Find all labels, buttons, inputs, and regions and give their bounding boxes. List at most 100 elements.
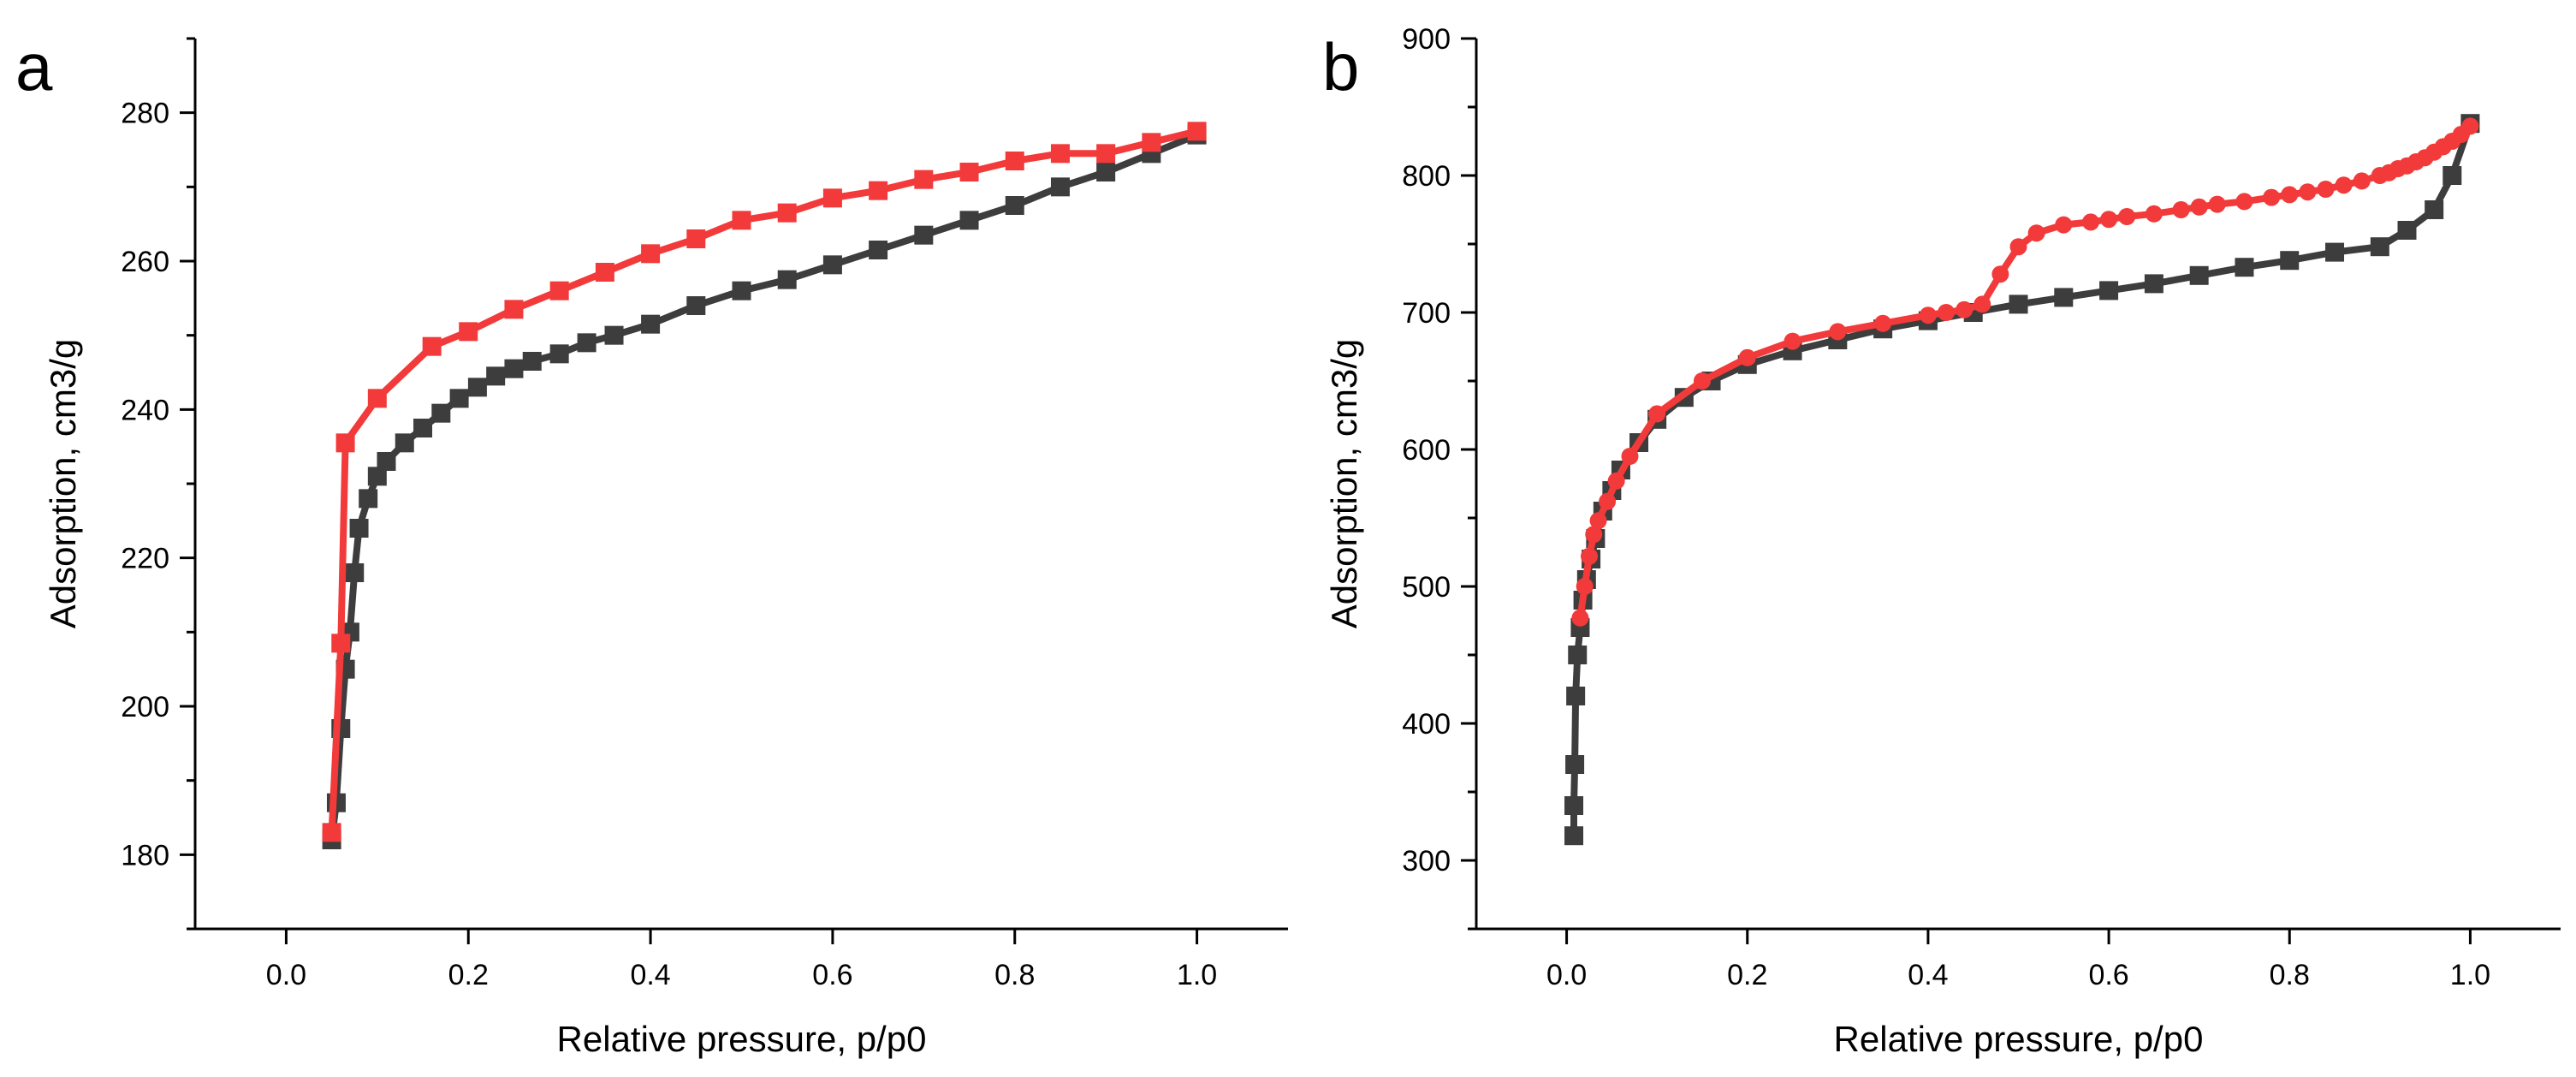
- data-point-adsorption: [486, 366, 506, 386]
- data-point-desorption: [1974, 295, 1991, 313]
- data-point-desorption: [2299, 183, 2317, 201]
- data-point-desorption: [2172, 201, 2190, 218]
- y-tick-label: 800: [1402, 160, 1451, 193]
- data-point-adsorption: [504, 359, 524, 378]
- data-point-desorption: [1599, 492, 1617, 510]
- data-point-adsorption: [522, 352, 542, 371]
- data-point-desorption: [1096, 144, 1116, 164]
- data-point-desorption: [2353, 172, 2371, 190]
- panel-label-a: a: [15, 29, 53, 104]
- panel-label-b: b: [1322, 29, 1359, 104]
- data-point-desorption: [1585, 526, 1603, 544]
- data-point-adsorption: [2280, 251, 2300, 271]
- data-point-adsorption: [2397, 221, 2417, 240]
- data-point-desorption: [1621, 448, 1639, 465]
- data-point-desorption: [1829, 323, 1847, 341]
- y-tick-label: 200: [121, 691, 169, 723]
- x-tick-label: 0.2: [448, 959, 489, 991]
- data-point-adsorption: [1005, 196, 1024, 215]
- data-point-desorption: [322, 823, 341, 842]
- data-point-adsorption: [395, 433, 414, 453]
- data-point-adsorption: [1564, 826, 1584, 846]
- x-axis-title: Relative pressure, p/p0: [557, 1019, 927, 1059]
- data-point-desorption: [2190, 198, 2208, 216]
- data-point-adsorption: [349, 519, 369, 538]
- data-point-desorption: [2027, 224, 2045, 242]
- data-point-adsorption: [732, 281, 751, 300]
- data-point-desorption: [1956, 300, 1974, 318]
- data-point-desorption: [2335, 176, 2353, 194]
- data-point-desorption: [2145, 205, 2163, 223]
- data-point-desorption: [595, 263, 614, 282]
- y-tick-label: 180: [121, 839, 169, 872]
- x-tick-label: 0.2: [1727, 959, 1767, 991]
- y-tick-label: 400: [1402, 708, 1451, 741]
- x-tick-label: 1.0: [1177, 959, 1217, 991]
- y-tick-label: 240: [121, 394, 169, 426]
- data-point-adsorption: [2325, 242, 2345, 262]
- y-axis-title: Adsorption, cm3/g: [43, 339, 83, 629]
- data-point-adsorption: [549, 344, 569, 364]
- data-point-desorption: [1919, 306, 1937, 324]
- data-point-desorption: [914, 170, 934, 189]
- data-point-desorption: [1648, 405, 1666, 423]
- data-point-desorption: [777, 203, 797, 223]
- x-tick-label: 0.6: [812, 959, 852, 991]
- y-tick-label: 500: [1402, 571, 1451, 604]
- x-tick-label: 0.8: [994, 959, 1035, 991]
- data-point-desorption: [869, 181, 888, 200]
- data-point-adsorption: [1050, 177, 1070, 197]
- data-point-adsorption: [345, 563, 365, 582]
- data-point-adsorption: [367, 467, 387, 486]
- data-point-desorption: [1187, 122, 1207, 141]
- data-point-adsorption: [914, 225, 934, 245]
- data-point-desorption: [1607, 472, 1625, 490]
- data-point-adsorption: [413, 419, 433, 437]
- data-point-adsorption: [604, 325, 624, 345]
- data-point-desorption: [2317, 181, 2335, 198]
- data-point-desorption: [504, 300, 524, 319]
- data-point-desorption: [367, 389, 387, 408]
- data-point-desorption: [422, 336, 442, 356]
- x-tick-label: 0.8: [2270, 959, 2310, 991]
- data-point-adsorption: [1566, 687, 1586, 705]
- data-point-desorption: [2235, 193, 2253, 211]
- data-point-desorption: [1580, 547, 1598, 565]
- data-point-adsorption: [2144, 274, 2163, 294]
- data-point-desorption: [1991, 265, 2009, 283]
- data-point-adsorption: [359, 489, 378, 509]
- data-point-adsorption: [577, 333, 597, 353]
- x-tick-label: 0.0: [1546, 959, 1587, 991]
- data-point-adsorption: [869, 241, 888, 259]
- data-point-desorption: [331, 634, 351, 653]
- data-point-desorption: [1050, 144, 1070, 164]
- data-point-adsorption: [822, 255, 842, 275]
- data-point-adsorption: [1565, 755, 1585, 774]
- data-point-adsorption: [2009, 295, 2028, 314]
- x-tick-label: 0.6: [2088, 959, 2128, 991]
- x-tick-label: 0.4: [630, 959, 670, 991]
- data-point-desorption: [1784, 332, 1801, 350]
- data-point-desorption: [335, 433, 355, 453]
- data-point-adsorption: [431, 403, 451, 423]
- y-tick-label: 220: [121, 543, 169, 575]
- data-point-adsorption: [1096, 163, 1116, 181]
- data-point-adsorption: [467, 378, 487, 397]
- data-point-desorption: [1938, 304, 1956, 321]
- data-point-adsorption: [2189, 265, 2209, 285]
- data-point-adsorption: [1564, 796, 1584, 815]
- data-point-desorption: [2055, 216, 2073, 234]
- data-point-desorption: [2118, 208, 2136, 225]
- data-point-desorption: [1874, 314, 1892, 332]
- data-point-desorption: [959, 163, 979, 181]
- series-desorption: [322, 122, 1207, 842]
- y-axis-title: Adsorption, cm3/g: [1324, 339, 1364, 629]
- data-point-desorption: [549, 281, 569, 300]
- data-point-desorption: [822, 188, 842, 208]
- data-point-desorption: [1142, 133, 1161, 152]
- data-point-desorption: [2263, 188, 2281, 206]
- y-tick-label: 280: [121, 98, 169, 130]
- x-tick-label: 0.0: [266, 959, 306, 991]
